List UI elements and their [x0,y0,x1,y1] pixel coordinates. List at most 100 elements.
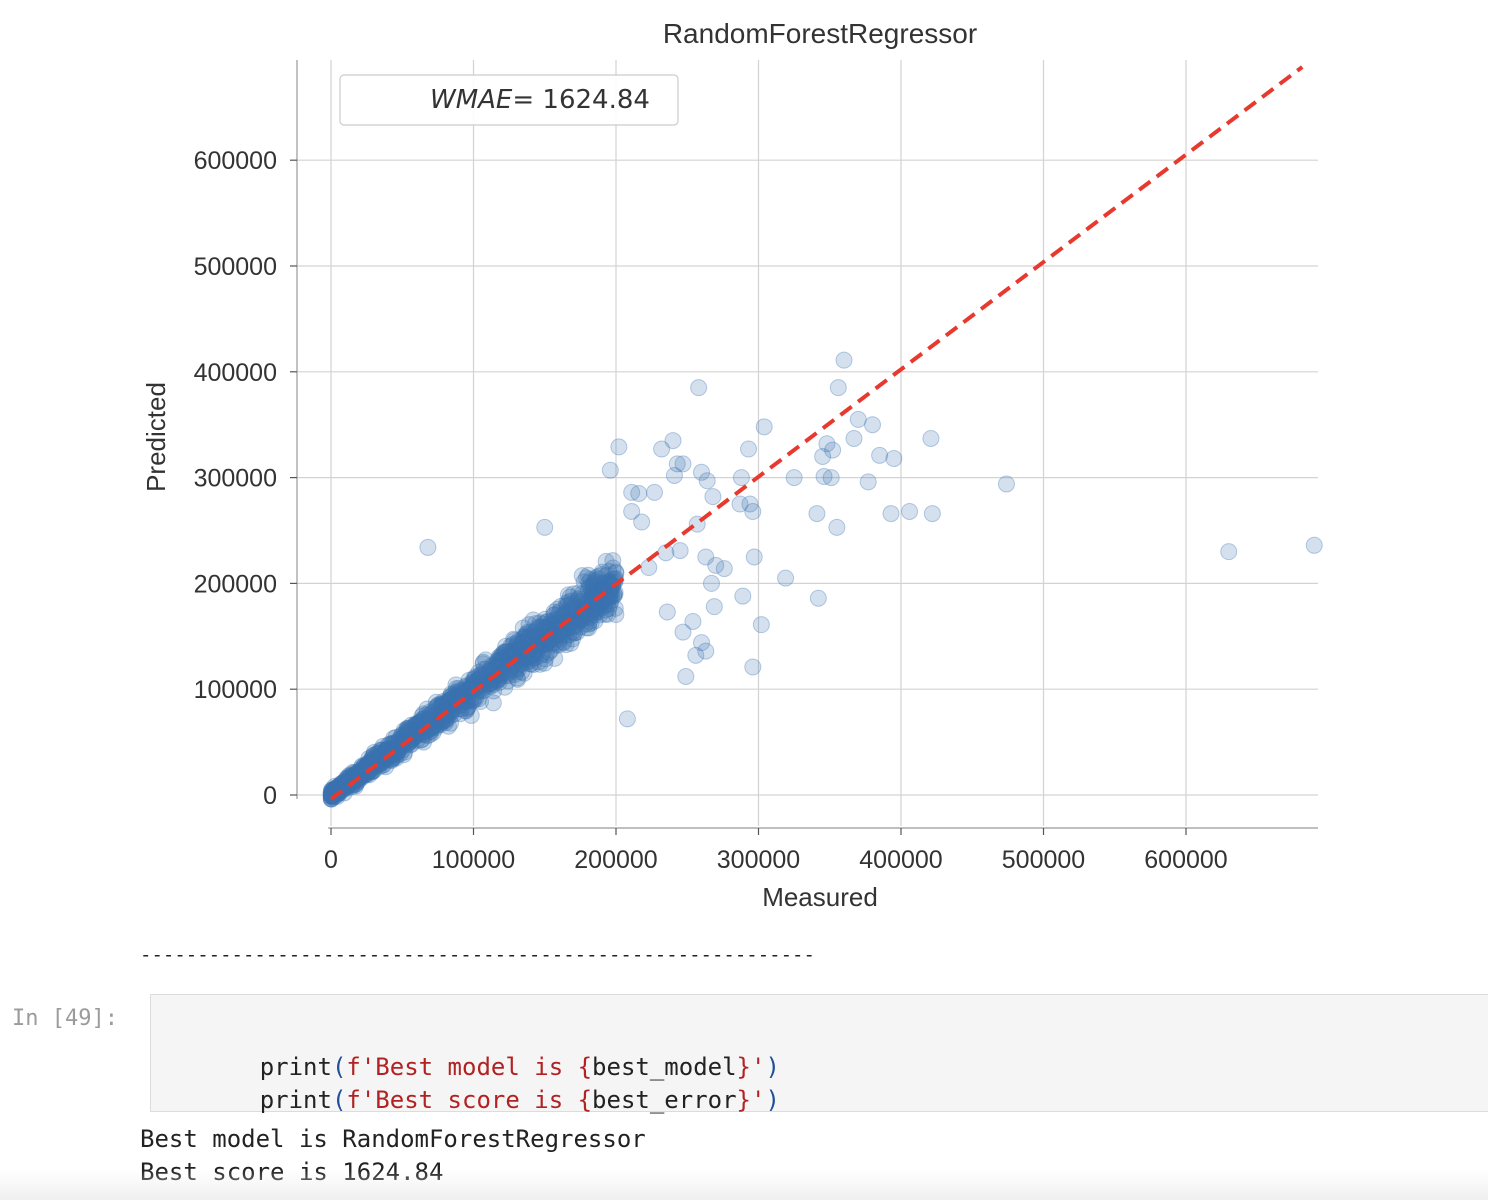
scatter-point [496,643,514,661]
scatter-point [458,690,476,708]
scatter-point [493,649,511,667]
scatter-point [513,630,531,648]
scatter-point [557,626,575,644]
scatter-point [579,580,597,598]
scatter-point [587,588,605,606]
scatter-point [604,552,622,570]
scatter-point [465,670,483,688]
scatter-point [349,765,367,783]
scatter-point [922,429,940,447]
scatter-point [582,570,600,588]
scatter-point [422,717,440,735]
scatter-point [542,641,560,659]
scatter-point [551,630,569,648]
scatter-point [365,746,383,764]
scatter-point [591,583,609,601]
scatter-point [546,649,564,667]
scatter-point [517,626,535,644]
scatter-point [470,663,488,681]
scatter-point [559,606,577,624]
scatter-point [506,647,524,665]
scatter-point [474,655,492,673]
scatter-point [576,615,594,633]
scatter-point [514,633,532,651]
scatter-point [454,687,472,705]
code-token: ( [331,1086,347,1114]
scatter-point [490,652,508,670]
scatter-point [554,626,572,644]
scatter-point [402,716,420,734]
scatter-point [359,759,377,777]
scatter-point [923,505,941,523]
scatter-point [366,753,384,771]
scatter-point [550,604,568,622]
scatter-point [577,594,595,612]
scatter-point [388,743,406,761]
scatter-point [610,438,628,456]
scatter-point [414,710,432,728]
scatter-point [447,683,465,701]
scatter-point [380,750,398,768]
scatter-point [449,682,467,700]
scatter-point [564,623,582,641]
scatter-point [704,488,722,506]
scatter-point [484,694,502,712]
scatter-point [323,786,341,804]
scatter-point [411,712,429,730]
scatter-point [407,715,425,733]
scatter-point [693,463,710,481]
scatter-point [529,637,547,655]
scatter-point [508,669,526,687]
scatter-point [504,636,522,654]
scatter-point [492,648,510,666]
scatter-point [421,706,439,724]
scatter-point [633,513,651,531]
scatter-point [469,690,487,708]
scatter-point [373,741,391,759]
scatter-point [829,379,847,397]
scatter-point [494,647,512,665]
scatter-point [323,787,341,805]
scatter-point [497,637,515,655]
chart-title: RandomForestRegressor [663,18,977,49]
code-input[interactable]: print(f'Best model is {best_model}') pri… [150,994,1488,1114]
scatter-point [347,774,365,792]
scatter-point [715,560,733,578]
scatter-point [538,613,556,631]
scatter-point [597,566,615,584]
scatter-point [508,638,526,656]
x-tick-label: 600000 [1144,846,1227,874]
scatter-point [372,741,390,759]
scatter-point [495,643,513,661]
scatter-point [495,644,513,662]
code-line-2: print(f'Best score is {best_error}') [173,1058,780,1142]
scatter-point [508,634,526,652]
scatter-point [561,588,579,606]
y-tick-label: 400000 [194,359,277,387]
scatter-point [462,706,480,724]
scatter-point [549,634,567,652]
scatter-point [563,619,581,637]
y-tick-label: 200000 [194,570,277,598]
scatter-point [363,763,381,781]
scatter-point [570,589,588,607]
scatter-point [419,538,437,556]
scatter-point [835,351,853,369]
scatter-point [586,603,604,621]
scatter-point [517,648,535,666]
scatter-point [565,624,583,642]
scatter-point [408,723,426,741]
scatter-point [400,720,418,738]
scatter-point [502,637,520,655]
scatter-point [580,578,598,596]
scatter-point [474,653,492,671]
scatter-point [514,634,532,652]
scatter-point [391,737,409,755]
scatter-point [585,573,603,591]
scatter-point [518,625,536,643]
scatter-point [524,656,542,674]
scatter-point [473,665,491,683]
y-axis-label: Predicted [141,382,171,492]
scatter-point [419,711,437,729]
scatter-point [388,742,406,760]
